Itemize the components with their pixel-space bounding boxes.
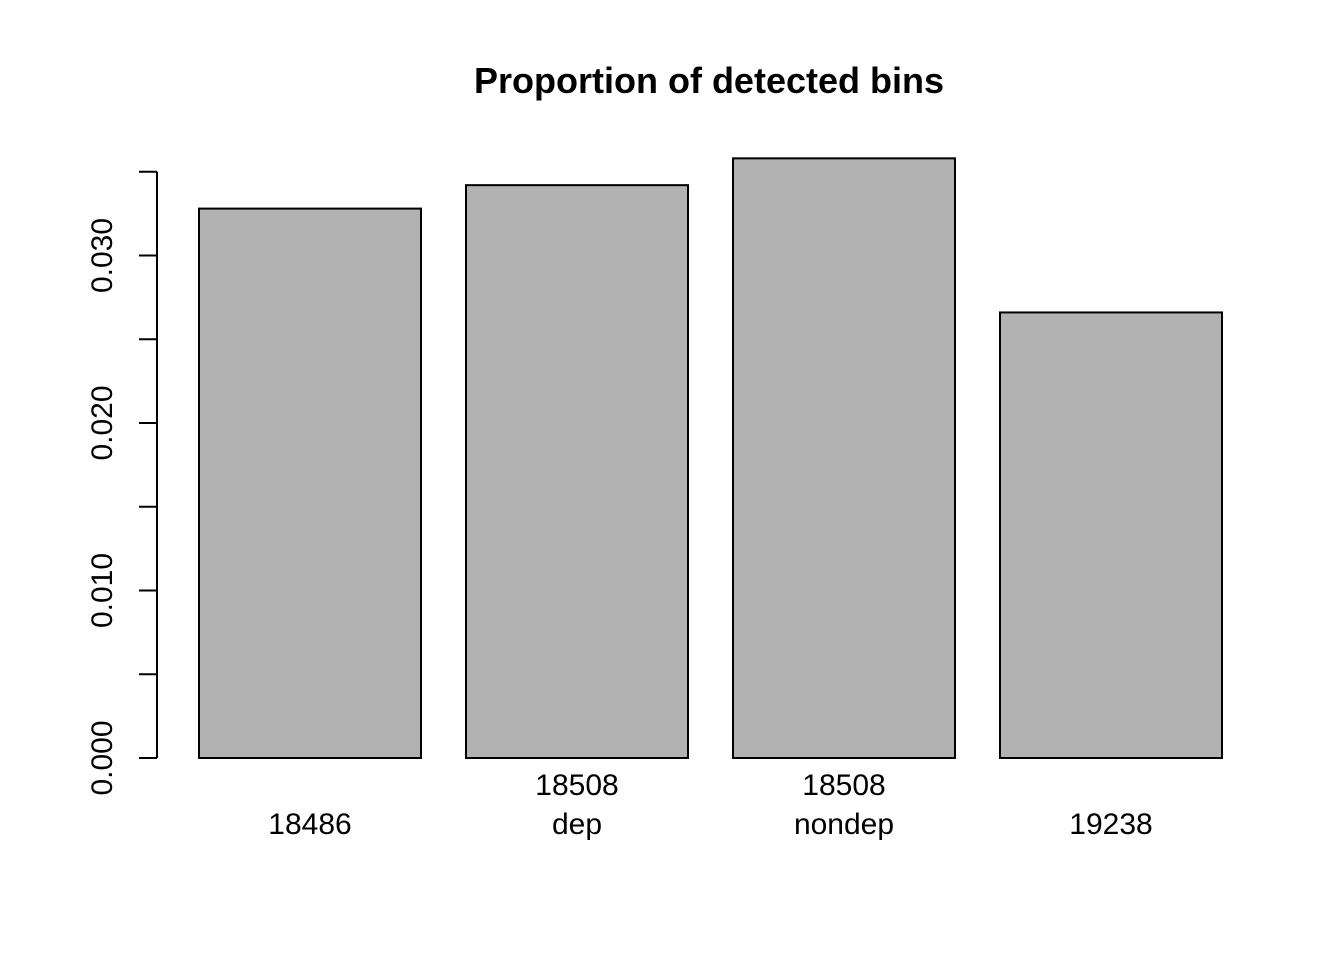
x-category-label: dep: [552, 808, 602, 841]
bar: [999, 311, 1223, 759]
bar: [732, 157, 956, 760]
x-category-label: 18508: [535, 769, 618, 802]
x-category-label: nondep: [794, 808, 894, 841]
x-category-label: 18508: [802, 769, 885, 802]
bars: [198, 157, 1223, 760]
bar: [465, 184, 689, 759]
y-tick-label: 0.030: [86, 218, 119, 293]
bar: [198, 207, 422, 760]
x-category-label: 18486: [268, 808, 351, 841]
chart-title: Proportion of detected bins: [474, 60, 944, 101]
y-tick-label: 0.000: [86, 720, 119, 795]
y-tick-label: 0.020: [86, 385, 119, 460]
x-axis-labels: 18486 18508 dep 18508 nondep 19238: [268, 769, 1152, 841]
x-category-label: 19238: [1069, 808, 1152, 841]
y-tick-label: 0.010: [86, 553, 119, 628]
y-axis: 0.000 0.010 0.020 0.030: [86, 170, 158, 796]
